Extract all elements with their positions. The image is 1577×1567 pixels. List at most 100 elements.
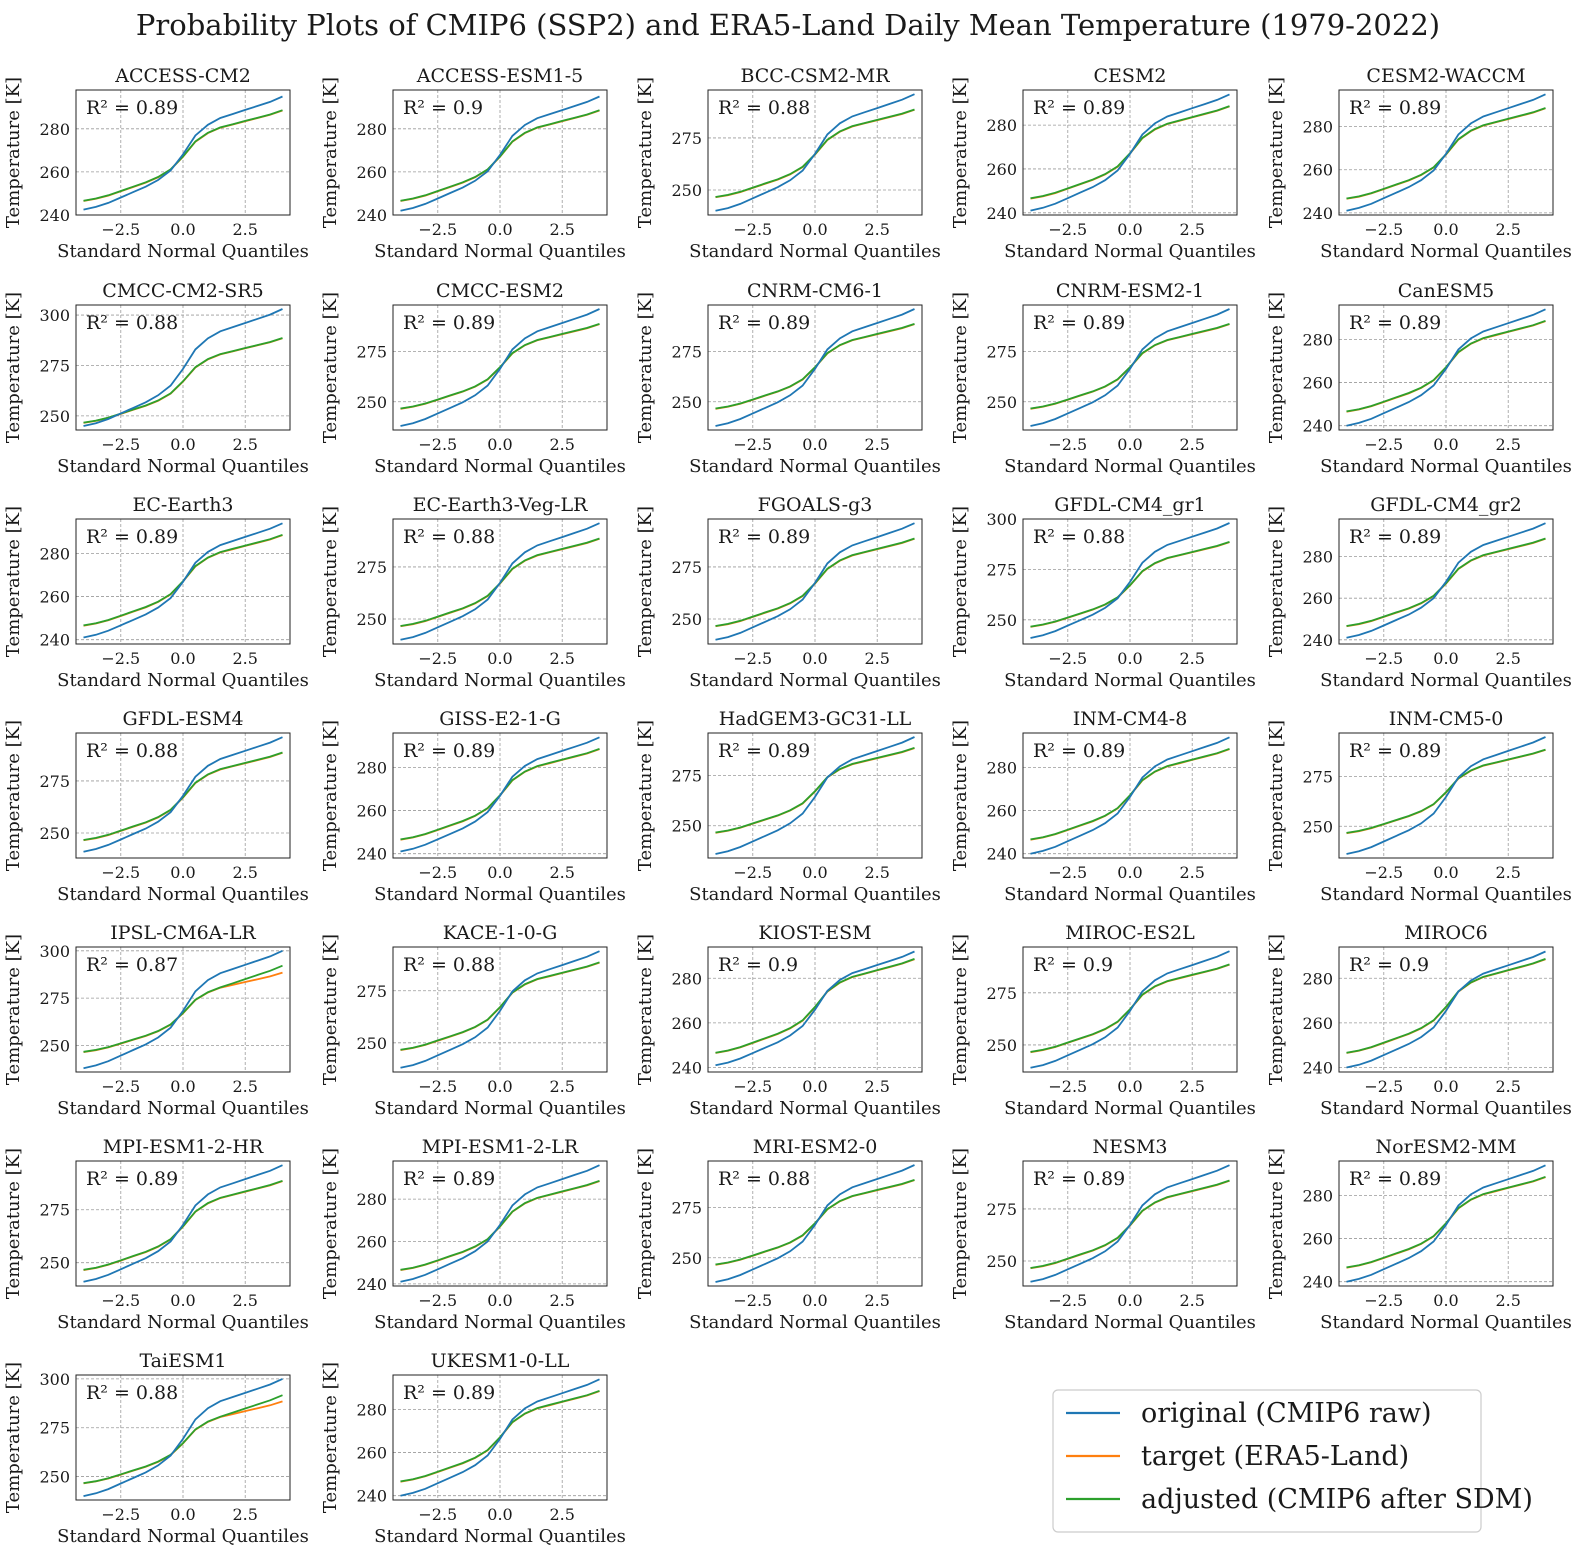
x-tick-label: −2.5	[1048, 863, 1087, 882]
panel-giss-e2-1-g: −2.5 0.0 2.5 240 260 280 GISS-E2-1-G R² = 0.89 S…	[320, 708, 626, 905]
series-line-original	[83, 1378, 283, 1497]
panel-title: KACE-1-0-G	[443, 922, 558, 944]
x-tick-label: 2.5	[549, 220, 574, 239]
y-tick-label: 240	[986, 845, 1017, 864]
x-axis-label: Standard Normal Quantiles	[57, 1312, 309, 1333]
y-axis-label: Temperature [K]	[950, 934, 971, 1085]
x-tick-label: 2.5	[864, 220, 889, 239]
x-tick-label: 0.0	[170, 220, 195, 239]
panel-title: GFDL-CM4_gr2	[1370, 494, 1522, 516]
x-tick-label: −2.5	[101, 1077, 140, 1096]
x-tick-label: −2.5	[101, 649, 140, 668]
series-line-original	[83, 522, 283, 639]
y-axis-label: Temperature [K]	[950, 506, 971, 657]
series-line-adjusted	[400, 961, 600, 1051]
y-tick-label: 260	[356, 163, 387, 182]
x-tick-label: −2.5	[733, 1077, 772, 1096]
y-tick-label: 240	[39, 206, 70, 225]
y-tick-label: 300	[39, 306, 70, 325]
x-tick-label: −2.5	[418, 863, 457, 882]
y-tick-label: 275	[986, 1200, 1017, 1219]
y-axis-label: Temperature [K]	[3, 934, 24, 1085]
x-axis-label: Standard Normal Quantiles	[374, 1526, 626, 1547]
axes-frame	[707, 89, 923, 216]
series-line-original	[715, 950, 915, 1067]
series-line-original	[1346, 950, 1546, 1069]
y-tick-label: 260	[356, 802, 387, 821]
r2-annotation: R² = 0.89	[86, 97, 178, 119]
x-tick-label: 2.5	[864, 435, 889, 454]
axes-frame	[707, 732, 923, 859]
y-axis-label: Temperature [K]	[635, 1148, 656, 1299]
y-tick-label: 260	[356, 1233, 387, 1252]
x-tick-label: 0.0	[1117, 435, 1142, 454]
y-axis-label: Temperature [K]	[1266, 506, 1287, 657]
x-axis-label: Standard Normal Quantiles	[57, 1098, 309, 1119]
series-line-adjusted	[83, 964, 283, 1053]
x-tick-label: 2.5	[232, 220, 257, 239]
y-tick-label: 250	[671, 181, 702, 200]
axes-frame	[75, 518, 291, 645]
x-axis-label: Standard Normal Quantiles	[1320, 670, 1572, 691]
x-tick-label: 0.0	[1433, 1291, 1458, 1310]
y-tick-label: 280	[356, 758, 387, 777]
r2-annotation: R² = 0.89	[1349, 526, 1441, 548]
panel-hadgem3-gc31-ll: −2.5 0.0 2.5 250 275 HadGEM3-GC31-LL R² = 0.89…	[635, 708, 941, 905]
y-tick-label: 275	[356, 558, 387, 577]
x-tick-label: −2.5	[418, 1291, 457, 1310]
panel-title: FGOALS-g3	[758, 494, 873, 516]
x-tick-label: 2.5	[1495, 1077, 1520, 1096]
y-tick-label: 280	[356, 1190, 387, 1209]
x-tick-label: −2.5	[418, 1505, 457, 1524]
r2-annotation: R² = 0.89	[1349, 740, 1441, 762]
r2-annotation: R² = 0.89	[718, 526, 810, 548]
series-line-original	[1030, 93, 1230, 212]
series-line-original	[1346, 736, 1546, 855]
y-tick-label: 280	[356, 120, 387, 139]
r2-annotation: R² = 0.89	[403, 312, 495, 334]
panel-title: IPSL-CM6A-LR	[110, 922, 256, 944]
series-line-adjusted	[715, 323, 915, 410]
r2-annotation: R² = 0.88	[718, 97, 810, 119]
panel-cesm2: −2.5 0.0 2.5 240 260 280 CESM2 R² = 0.89 Standar…	[950, 65, 1256, 262]
y-tick-label: 260	[986, 802, 1017, 821]
x-axis-label: Standard Normal Quantiles	[374, 670, 626, 691]
y-tick-label: 275	[1302, 768, 1333, 787]
y-axis-label: Temperature [K]	[3, 1362, 24, 1513]
x-axis-label: Standard Normal Quantiles	[689, 456, 941, 477]
x-tick-label: 0.0	[1433, 863, 1458, 882]
axes-frame	[1022, 304, 1238, 431]
series-line-original	[400, 1378, 600, 1497]
legend-label-original: original (CMIP6 raw)	[1141, 1398, 1432, 1429]
y-tick-label: 250	[39, 1036, 70, 1055]
axes-frame	[1338, 946, 1554, 1073]
series-line-original	[83, 1164, 283, 1283]
axes-frame	[392, 89, 608, 216]
y-tick-label: 250	[986, 393, 1017, 412]
x-tick-label: −2.5	[1364, 1077, 1403, 1096]
series-line-adjusted	[1346, 319, 1546, 413]
x-axis-label: Standard Normal Quantiles	[1004, 1098, 1256, 1119]
y-tick-label: 250	[1302, 817, 1333, 836]
x-tick-label: 2.5	[232, 435, 257, 454]
y-axis-label: Temperature [K]	[950, 77, 971, 228]
x-tick-label: −2.5	[1364, 220, 1403, 239]
panel-title: EC-Earth3-Veg-LR	[413, 494, 589, 516]
panel-title: ACCESS-ESM1-5	[416, 65, 583, 87]
x-axis-label: Standard Normal Quantiles	[1320, 1312, 1572, 1333]
x-tick-label: −2.5	[1364, 863, 1403, 882]
series-line-adjusted	[715, 958, 915, 1054]
x-tick-label: 0.0	[1117, 649, 1142, 668]
y-tick-label: 300	[39, 1370, 70, 1389]
y-tick-label: 280	[1302, 969, 1333, 988]
x-tick-label: 2.5	[864, 863, 889, 882]
series-line-original	[1346, 308, 1546, 427]
y-axis-label: Temperature [K]	[635, 720, 656, 871]
series-line-original	[715, 522, 915, 641]
axes-frame	[1022, 1160, 1238, 1287]
legend-label-adjusted: adjusted (CMIP6 after SDM)	[1141, 1484, 1533, 1515]
axes-frame	[392, 518, 608, 645]
axes-frame	[75, 1160, 291, 1287]
axes-frame	[75, 89, 291, 216]
x-axis-label: Standard Normal Quantiles	[1004, 241, 1256, 262]
